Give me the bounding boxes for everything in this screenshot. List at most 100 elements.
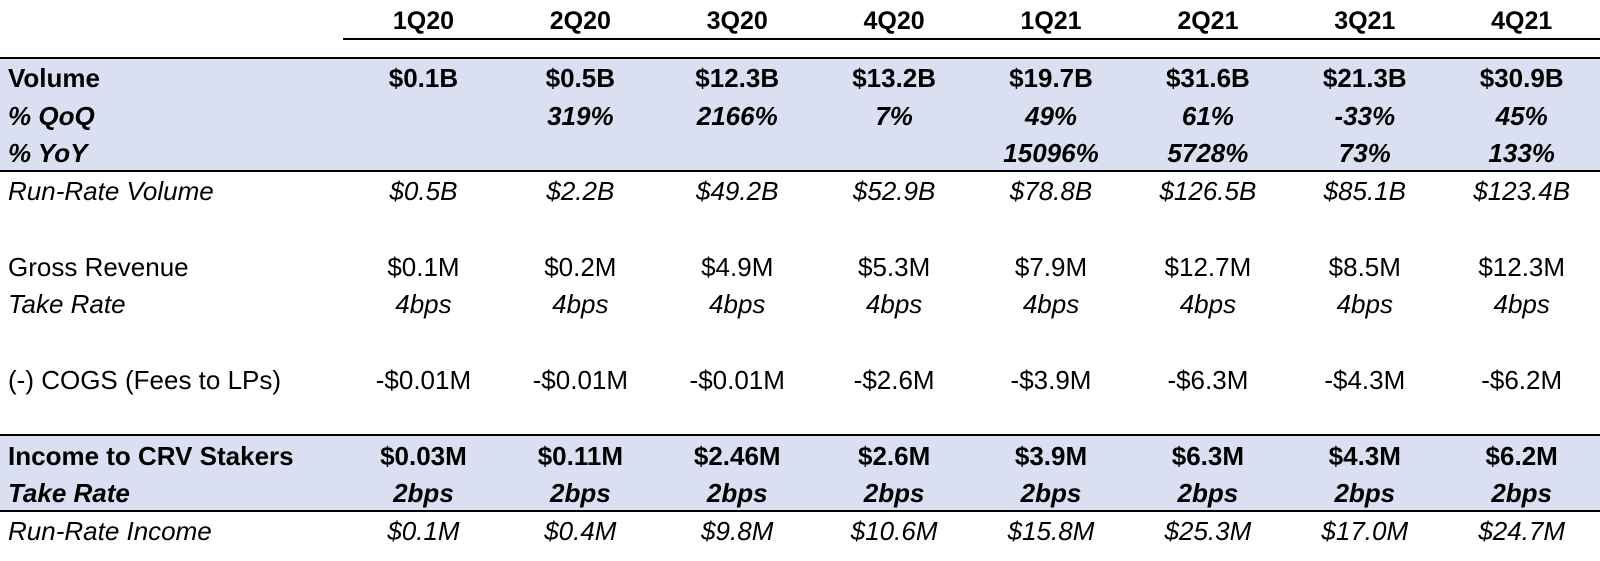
table-cell: $6.3M <box>1171 440 1245 471</box>
table-cell: $12.3M <box>1478 251 1566 282</box>
table-cell: 7% <box>875 100 913 131</box>
row-label: % QoQ <box>8 100 95 131</box>
table-cell: -$0.01M <box>375 364 472 395</box>
row-label: Gross Revenue <box>8 251 189 282</box>
income-band <box>0 436 1600 511</box>
run-rate-volume-row: Run-Rate Volume $0.5B $2.2B $49.2B $52.9… <box>0 172 1600 210</box>
table-cell: 45% <box>1495 100 1548 131</box>
table-cell: $0.03M <box>380 440 467 471</box>
run-rate-income-row: Run-Rate Income $0.1M $0.4M $9.8M $10.6M… <box>0 512 1600 550</box>
table-cell: $85.1B <box>1323 175 1406 206</box>
row-label: % YoY <box>8 137 88 168</box>
table-cell: 319% <box>547 100 614 131</box>
table-cell: $21.3B <box>1322 62 1407 93</box>
table-cell: $0.2M <box>544 251 617 282</box>
row-label: Income to CRV Stakers <box>8 440 294 471</box>
column-header: 4Q20 <box>863 6 925 35</box>
table-cell: $5.3M <box>857 251 931 282</box>
cogs-row: (-) COGS (Fees to LPs) -$0.01M -$0.01M -… <box>0 361 1600 399</box>
table-cell: $6.2M <box>1485 440 1558 471</box>
table-cell: $25.3M <box>1164 515 1252 546</box>
table-cell: $9.8M <box>701 515 774 546</box>
table-cell: $126.5B <box>1159 175 1257 206</box>
table-cell: $0.1M <box>387 251 460 282</box>
column-header: 2Q21 <box>1177 6 1239 35</box>
column-header: 2Q20 <box>549 6 611 35</box>
column-header: 4Q21 <box>1491 6 1553 35</box>
table-cell: -$0.01M <box>532 364 629 395</box>
row-label: (-) COGS (Fees to LPs) <box>8 364 282 395</box>
table-cell: -$0.01M <box>689 364 785 395</box>
table-cell: $0.5B <box>545 62 616 93</box>
table-cell: 4bps <box>709 288 766 319</box>
table-cell: -33% <box>1334 100 1396 131</box>
table-cell: -$2.6M <box>853 364 935 395</box>
table-cell: 4bps <box>1022 288 1080 319</box>
take-rate-income-row: Take Rate 2bps 2bps 2bps 2bps 2bps 2bps … <box>0 474 1600 512</box>
table-cell: 73% <box>1338 137 1391 168</box>
table-cell: $31.6B <box>1165 62 1250 93</box>
table-cell: $10.6M <box>850 515 938 546</box>
table-cell: $2.2B <box>546 175 615 206</box>
row-label: Volume <box>8 62 100 93</box>
row-label: Run-Rate Income <box>8 515 212 546</box>
table-cell: 61% <box>1181 100 1234 131</box>
table-cell: $4.3M <box>1328 440 1401 471</box>
column-header-row: 1Q20 2Q20 3Q20 4Q20 1Q21 2Q21 3Q21 4Q21 <box>0 2 1600 40</box>
table-cell: 4bps <box>395 288 452 319</box>
table-cell: $0.5B <box>389 175 458 206</box>
table-cell: $0.1B <box>388 62 459 93</box>
table-cell: $2.46M <box>693 440 781 471</box>
table-cell: $78.8B <box>1009 175 1093 206</box>
table-cell: $4.9M <box>701 251 774 282</box>
table-cell: $15.8M <box>1007 515 1095 546</box>
table-cell: 49% <box>1024 100 1078 131</box>
table-cell: $7.9M <box>1014 251 1088 282</box>
column-header: 3Q21 <box>1334 6 1396 35</box>
table-cell: -$3.9M <box>1010 364 1092 395</box>
take-rate-gross-row: Take Rate 4bps 4bps 4bps 4bps 4bps 4bps … <box>0 285 1600 323</box>
table-cell: $19.7B <box>1009 62 1093 93</box>
table-cell: $12.7M <box>1164 251 1252 282</box>
column-header: 1Q21 <box>1020 6 1082 35</box>
table-cell: 2bps <box>706 477 768 508</box>
table-cell: 4bps <box>865 288 923 319</box>
yoy-row: % YoY 15096% 5728% 73% 133% <box>0 134 1600 172</box>
row-label: Take Rate <box>8 288 126 319</box>
table-cell: -$4.3M <box>1324 364 1406 395</box>
volume-band <box>0 58 1600 171</box>
table-cell: $2.6M <box>857 440 931 471</box>
table-cell: 5728% <box>1167 137 1249 168</box>
income-bottom-rule <box>0 510 1600 512</box>
table-cell: 4bps <box>1179 288 1237 319</box>
table-cell: 2bps <box>1177 477 1239 508</box>
table-cell: 133% <box>1488 137 1555 168</box>
table-cell: $123.4B <box>1473 175 1571 206</box>
header-underline <box>343 38 1600 40</box>
table-cell: $49.2B <box>696 175 779 206</box>
table-cell: $8.5M <box>1328 251 1401 282</box>
table-cell: -$6.3M <box>1167 364 1249 395</box>
qoq-row: % QoQ 319% 2166% 7% 49% 61% -33% 45% <box>0 97 1600 135</box>
volume-row: Volume $0.1B $0.5B $12.3B $13.2B $19.7B … <box>0 59 1600 97</box>
column-header: 1Q20 <box>392 6 455 35</box>
volume-bottom-rule <box>0 170 1600 172</box>
row-label: Take Rate <box>8 477 130 508</box>
table-cell: $0.4M <box>544 515 617 546</box>
table-cell: $13.2B <box>852 62 937 93</box>
volume-top-rule <box>0 57 1600 59</box>
table-cell: 4bps <box>1336 288 1393 319</box>
table-cell: 2bps <box>1020 477 1082 508</box>
table-cell: $17.0M <box>1321 515 1409 546</box>
table-cell: 2bps <box>549 477 611 508</box>
table-cell: 2bps <box>1334 477 1396 508</box>
table-cell: 4bps <box>552 288 609 319</box>
table-cell: 15096% <box>1003 137 1099 168</box>
table-cell: $12.3B <box>695 62 780 93</box>
gross-revenue-row: Gross Revenue $0.1M $0.2M $4.9M $5.3M $7… <box>0 248 1600 286</box>
table-cell: 2166% <box>696 100 778 131</box>
table-cell: $52.9B <box>852 175 936 206</box>
table-cell: 2bps <box>393 477 454 508</box>
table-cell: $0.1M <box>387 515 460 546</box>
